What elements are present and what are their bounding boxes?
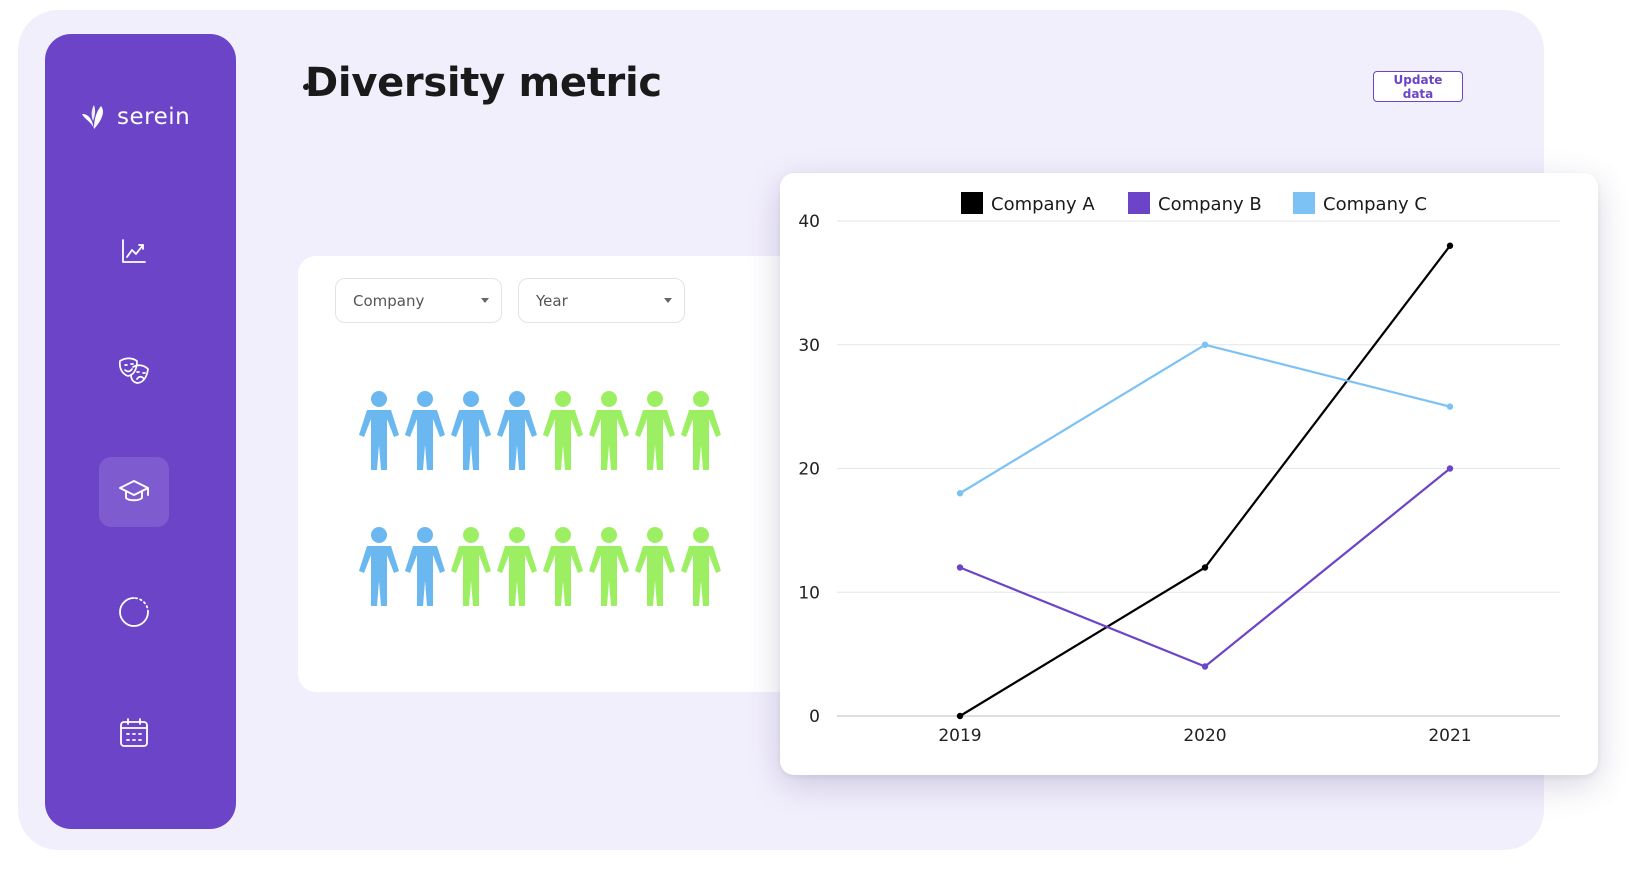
year-select[interactable]: Year [518,278,685,323]
person-icon [589,391,629,470]
person-icon [681,527,721,606]
serein-logo-icon [82,105,103,129]
logo-text: serein [117,104,191,130]
data-point [956,712,964,720]
legend-swatch [1293,192,1315,214]
person-icon [359,527,399,606]
sidebar: serein [45,34,236,829]
sidebar-item-calendar[interactable] [99,698,169,768]
data-point [1201,341,1209,348]
chevron-down-icon [481,298,489,303]
person-icon [497,391,537,470]
data-point [956,490,964,497]
sidebar-item-analytics[interactable] [99,216,169,286]
chart-line-icon [122,239,146,263]
people-row [356,526,724,608]
series-line [959,343,1451,495]
person-icon [451,391,491,470]
legend-swatch [961,192,983,214]
person-icon [543,527,583,606]
x-tick-label: 2019 [938,726,981,746]
update-data-button[interactable]: Update data [1373,71,1463,102]
y-tick-label: 10 [798,583,820,603]
legend-label: Company C [1323,194,1427,215]
people-card: Company Year [298,256,818,692]
person-icon [497,527,537,606]
company-select-value: Company [353,291,425,310]
theater-masks-icon [118,357,149,384]
sidebar-item-culture[interactable] [99,336,169,406]
logo: serein [79,102,190,132]
y-tick-label: 40 [798,212,820,232]
sidebar-item-education[interactable] [99,457,169,527]
x-tick-label: 2021 [1428,726,1471,746]
data-point [1201,663,1209,670]
person-icon [589,527,629,606]
series-line [959,245,1451,717]
data-point [1201,564,1209,571]
data-point [1446,403,1454,410]
y-tick-label: 0 [809,707,820,727]
person-icon [635,391,675,470]
chevron-down-icon [664,298,672,303]
company-select[interactable]: Company [335,278,502,323]
person-icon [359,391,399,470]
x-tick-label: 2020 [1183,726,1226,746]
person-icon [451,527,491,606]
year-select-value: Year [536,291,568,310]
line-chart: 0 10 20 30 40 2019 2020 2021 Company A Company B C… [798,192,1560,746]
data-point [1446,242,1454,249]
line-chart-card: 0 10 20 30 40 2019 2020 2021 Company A Company B C… [780,173,1598,775]
legend-label: Company A [991,194,1095,215]
person-icon [543,391,583,470]
y-tick-label: 20 [798,460,820,480]
calendar-icon [120,718,148,747]
data-point [1446,465,1454,472]
person-icon [405,391,445,470]
person-icon [635,527,675,606]
legend-label: Company B [1158,194,1262,215]
y-tick-label: 30 [798,336,820,356]
sidebar-item-progress[interactable] [99,577,169,647]
person-icon [405,527,445,606]
graduation-cap-icon [119,480,149,502]
people-row [356,390,724,472]
person-icon [681,391,721,470]
data-point [956,564,964,571]
legend-swatch [1128,192,1150,214]
loading-circle-icon [119,597,149,627]
page-title: Diversity metric [305,60,662,106]
